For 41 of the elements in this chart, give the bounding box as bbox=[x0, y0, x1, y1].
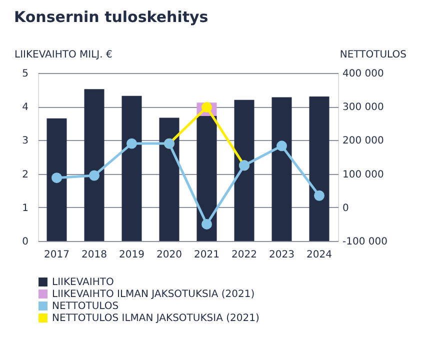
bar bbox=[272, 97, 292, 241]
point bbox=[126, 138, 137, 149]
y-axis-title: LIIKEVAIHTO MILJ. € bbox=[14, 50, 112, 60]
bar bbox=[46, 118, 67, 241]
legend-label: NETTOTULOS bbox=[52, 301, 119, 312]
x-tick-label: 2017 bbox=[44, 250, 70, 260]
y2-tick-label: -100 000 bbox=[342, 236, 388, 248]
bar bbox=[84, 89, 104, 241]
point bbox=[52, 172, 62, 184]
x-tick-label: 2023 bbox=[269, 250, 294, 260]
y-tick-label: 3 bbox=[22, 136, 28, 147]
x-tick-label: 2018 bbox=[82, 250, 107, 260]
bar bbox=[159, 118, 180, 241]
y2-tick-label: 0 bbox=[342, 202, 349, 214]
point bbox=[276, 140, 287, 152]
legend-label: LIIKEVAIHTO ILMAN JAKSOTUKSIA (2021) bbox=[52, 289, 255, 300]
y2-tick-label: 300 000 bbox=[342, 102, 384, 114]
y2-axis-title: NETTOTULOS bbox=[340, 50, 406, 60]
x-tick-label: 2024 bbox=[306, 250, 332, 260]
y-tick-label: 0 bbox=[22, 236, 28, 248]
bar bbox=[309, 96, 330, 241]
point bbox=[202, 218, 212, 230]
chart-title: Konsernin tuloskehitys bbox=[14, 8, 208, 26]
y2-tick-label: 200 000 bbox=[342, 136, 384, 147]
y-tick-label: 1 bbox=[22, 202, 28, 214]
x-tick-label: 2021 bbox=[194, 250, 220, 260]
bar bbox=[234, 100, 254, 241]
x-tick-label: 2020 bbox=[156, 250, 182, 260]
legend-label: LIIKEVAIHTO bbox=[52, 277, 114, 288]
y2-tick-label: 400 000 bbox=[342, 68, 384, 80]
point bbox=[202, 102, 212, 113]
y-tick-label: 2 bbox=[22, 169, 28, 180]
x-tick-label: 2019 bbox=[119, 250, 144, 260]
point bbox=[314, 190, 324, 201]
y-tick-label: 5 bbox=[22, 68, 28, 80]
bar bbox=[122, 96, 142, 241]
legend-label: NETTOTULOS ILMAN JAKSOTUKSIA (2021) bbox=[52, 313, 260, 324]
y-tick-label: 4 bbox=[22, 102, 28, 114]
y2-tick-label: 100 000 bbox=[342, 169, 384, 180]
x-tick-label: 2022 bbox=[232, 250, 257, 260]
point bbox=[89, 170, 100, 181]
